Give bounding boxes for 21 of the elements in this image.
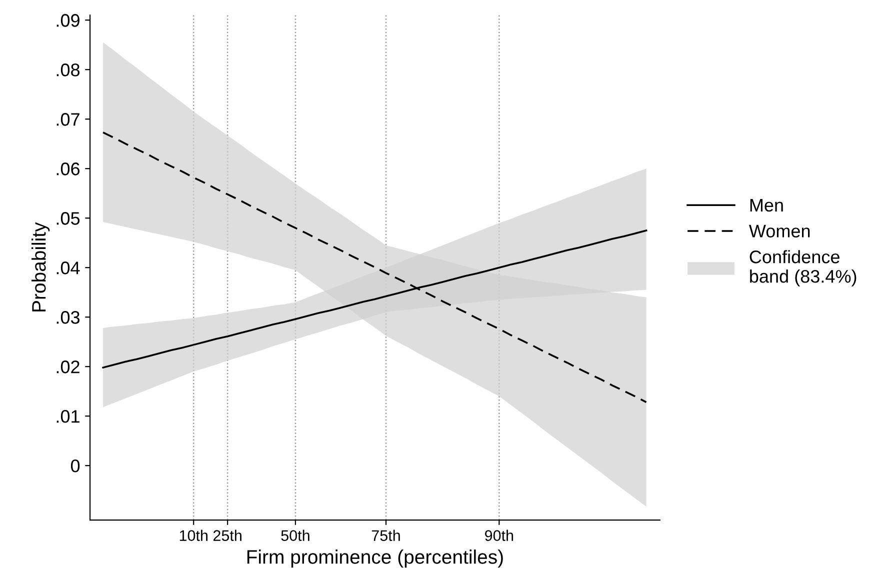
x-axis-title: Firm prominence (percentiles)	[247, 550, 503, 568]
x-tick-label: 50th	[281, 530, 310, 541]
text: Confidence band (83.4%)	[750, 250, 856, 286]
y-tick-label: .03	[56, 311, 80, 324]
y-tick-label: .07	[56, 113, 80, 126]
y-tick-label: 0	[70, 460, 80, 472]
y-tick-label: .02	[56, 360, 80, 374]
x-tick-label: 75th	[372, 530, 400, 541]
y-tick-label: .08	[56, 64, 80, 76]
y-tick-label: .01	[56, 410, 80, 423]
y-axis-title: Probability	[32, 222, 50, 312]
legend-label: Women	[748, 224, 810, 238]
y-tick-label: .09	[56, 14, 80, 27]
legend-label: Men	[750, 199, 783, 212]
x-tick-label: 90th	[485, 530, 514, 541]
line-series	[102, 132, 648, 404]
y-tick-label: .06	[56, 162, 80, 176]
y-tick-label: .05	[56, 212, 80, 225]
x-tick-label: 10th	[180, 530, 208, 541]
x-tick-label: 25th	[213, 530, 242, 541]
y-tick-label: .04	[56, 262, 80, 274]
